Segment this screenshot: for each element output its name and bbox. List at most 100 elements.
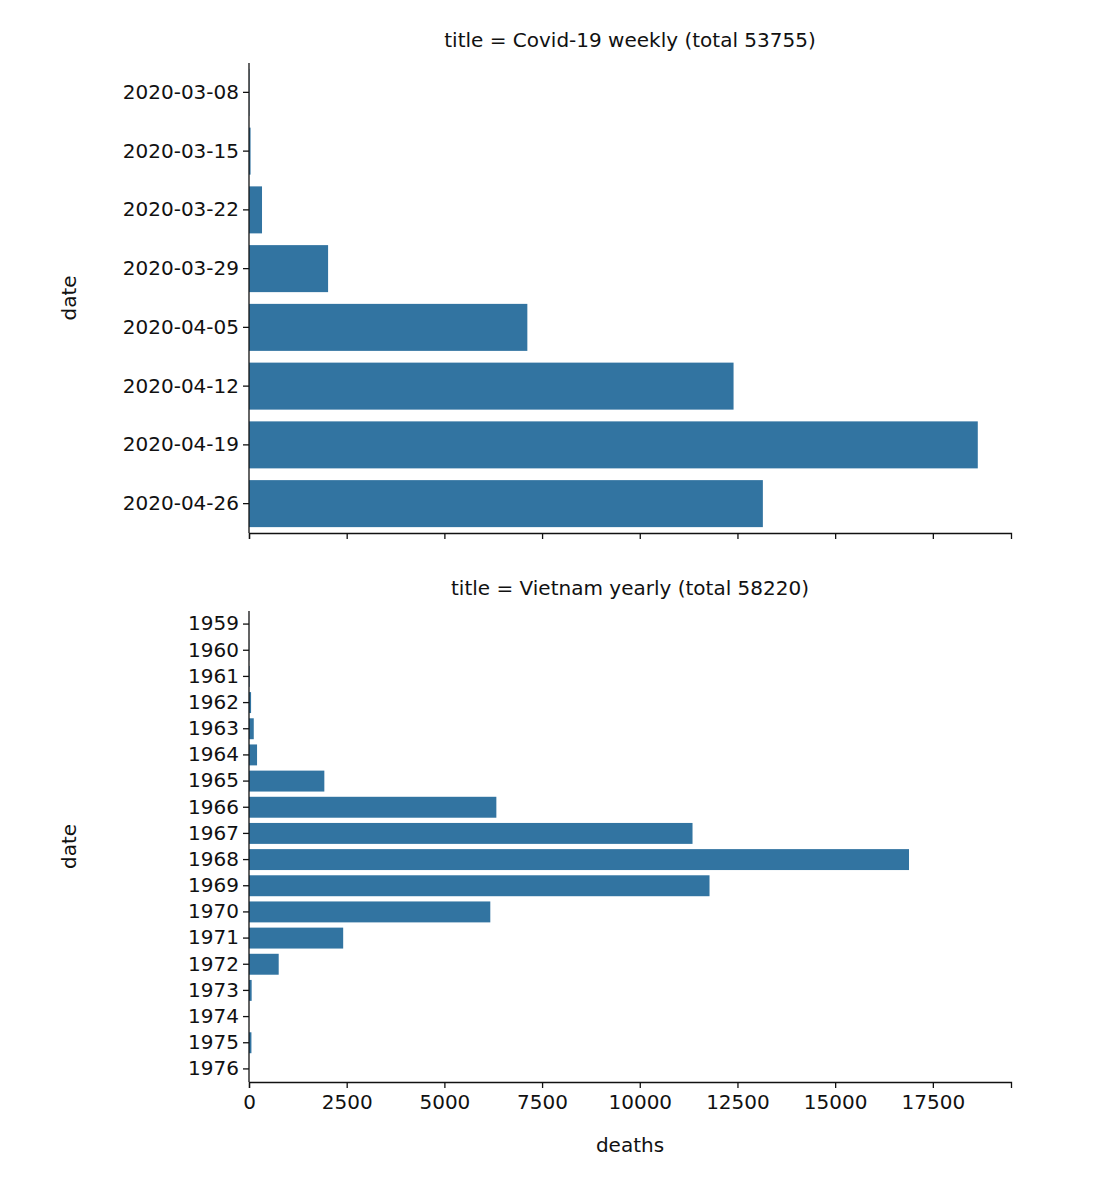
y-tick-label: 1975 — [188, 1030, 239, 1054]
bars — [249, 614, 909, 1054]
y-axis: 2020-03-08 2020-03-15 2020-03-22 2020-03-29… — [123, 63, 249, 533]
y-tick-mark — [243, 623, 249, 624]
x-tick: 17500 — [902, 1082, 966, 1114]
y-tick-mark — [243, 990, 249, 991]
y-tick-label: 1960 — [188, 638, 239, 662]
x-axis-line — [250, 1083, 1012, 1089]
y-tick-label: 1969 — [188, 873, 239, 897]
x-tick-label: 7500 — [517, 1090, 568, 1114]
x-tick — [542, 533, 543, 539]
y-tick: 1976 — [188, 1056, 249, 1080]
x-tick-label: 17500 — [902, 1090, 966, 1114]
x-tick-mark — [444, 1082, 445, 1088]
y-tick: 1972 — [188, 952, 249, 976]
x-axis-line — [250, 534, 1012, 540]
y-tick: 1968 — [188, 847, 249, 871]
y-tick-mark — [243, 807, 249, 808]
x-tick-mark — [347, 1082, 348, 1088]
y-tick-mark — [243, 444, 249, 445]
y-tick-mark — [243, 1016, 249, 1017]
x-tick-mark — [542, 533, 543, 539]
bar — [249, 771, 324, 792]
x-tick: 2500 — [322, 1082, 373, 1114]
bar — [249, 718, 254, 739]
x-tick: 12500 — [706, 1082, 770, 1114]
y-tick-label: 2020-03-08 — [123, 80, 239, 104]
x-tick: 7500 — [517, 1082, 568, 1114]
bar — [249, 186, 262, 233]
y-tick: 1967 — [188, 821, 249, 845]
x-tick — [737, 533, 738, 539]
bar — [249, 304, 527, 351]
y-tick: 1971 — [188, 925, 249, 949]
bar — [249, 901, 490, 922]
y-tick-label: 1972 — [188, 952, 239, 976]
y-tick-label: 1962 — [188, 690, 239, 714]
y-tick-mark — [243, 911, 249, 912]
x-axis-title: deaths — [596, 1133, 664, 1157]
y-tick: 1969 — [188, 873, 249, 897]
x-tick-label: 2500 — [322, 1090, 373, 1114]
y-axis-line — [248, 611, 249, 1082]
y-tick-label: 1966 — [188, 795, 239, 819]
y-tick: 1960 — [188, 638, 249, 662]
x-tick-mark — [347, 533, 348, 539]
y-tick-mark — [243, 1068, 249, 1069]
y-tick-mark — [243, 92, 249, 93]
x-axis: 025005000750010000125001500017500 — [243, 1082, 1011, 1114]
y-tick-label: 1961 — [188, 664, 239, 688]
x-tick-mark — [640, 533, 641, 539]
y-tick: 1974 — [188, 1004, 249, 1028]
y-axis: 1959196019611962196319641965196619671968… — [188, 611, 249, 1082]
y-tick: 1975 — [188, 1030, 249, 1054]
bar — [249, 823, 693, 844]
y-tick-mark — [243, 209, 249, 210]
x-tick — [444, 533, 445, 539]
x-tick-mark — [249, 1082, 250, 1088]
y-tick-mark — [243, 650, 249, 651]
y-tick-mark — [243, 385, 249, 386]
y-tick: 2020-03-29 — [123, 256, 249, 280]
y-axis-title: date — [57, 824, 81, 869]
y-tick-mark — [243, 1042, 249, 1043]
y-tick-label: 2020-03-22 — [123, 197, 239, 221]
bar — [249, 849, 909, 870]
chart: 0250050007500100001250015000175001959196… — [57, 576, 1012, 1157]
chart-title: title = Vietnam yearly (total 58220) — [451, 576, 809, 600]
y-tick-label: 1968 — [188, 847, 239, 871]
x-tick-mark — [542, 1082, 543, 1088]
x-tick-label: 5000 — [419, 1090, 470, 1114]
bar — [249, 245, 328, 292]
x-axis — [250, 533, 1012, 539]
x-tick — [933, 533, 934, 539]
x-tick-mark — [737, 1082, 738, 1088]
y-tick: 2020-03-08 — [123, 80, 249, 104]
bar — [249, 797, 496, 818]
y-tick-mark — [243, 327, 249, 328]
x-tick-mark — [737, 533, 738, 539]
bar — [249, 744, 257, 765]
bar — [249, 875, 710, 896]
y-tick-label: 2020-04-26 — [123, 491, 239, 515]
x-tick-mark — [933, 1082, 934, 1088]
y-tick: 1964 — [188, 742, 249, 766]
y-tick-label: 2020-03-15 — [123, 139, 239, 163]
x-tick: 15000 — [804, 1082, 868, 1114]
y-tick-label: 1976 — [188, 1056, 239, 1080]
y-tick-label: 1973 — [188, 978, 239, 1002]
y-tick: 1970 — [188, 899, 249, 923]
x-tick: 5000 — [419, 1082, 470, 1114]
x-tick-mark — [444, 533, 445, 539]
y-tick: 1973 — [188, 978, 249, 1002]
y-tick-label: 1970 — [188, 899, 239, 923]
y-axis-title: date — [57, 275, 81, 320]
x-tick-label: 12500 — [706, 1090, 770, 1114]
y-tick: 2020-04-26 — [123, 491, 249, 515]
y-tick-mark — [243, 676, 249, 677]
y-tick-mark — [243, 754, 249, 755]
y-tick-mark — [243, 268, 249, 269]
y-tick-label: 2020-04-05 — [123, 315, 239, 339]
bar — [249, 421, 978, 468]
figure: 2020-03-08 2020-03-15 2020-03-22 2020-03-29… — [0, 0, 1116, 1200]
y-tick-mark — [243, 885, 249, 886]
